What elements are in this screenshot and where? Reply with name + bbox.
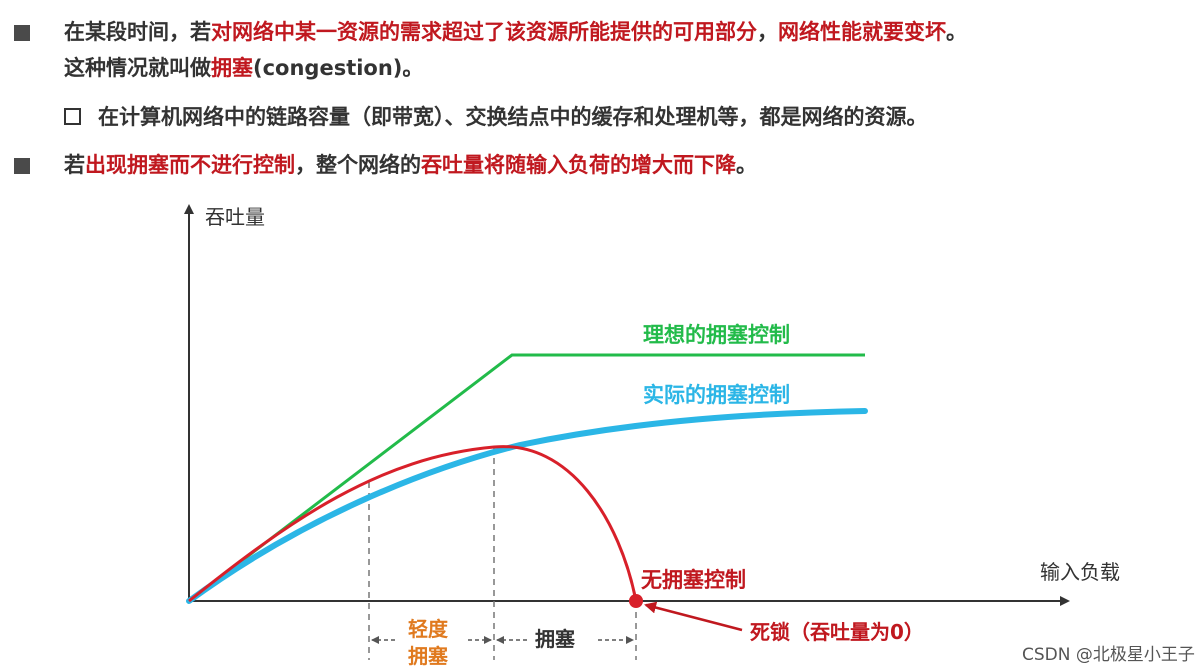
sub-bullet-text: 在计算机网络中的链路容量（即带宽）、交换结点中的缓存和处理机等，都是网络的资源。 — [98, 105, 928, 129]
congestion-range-label: 拥塞 — [535, 627, 576, 651]
bullet-2-text-e: 。 — [736, 153, 757, 177]
curve-none — [188, 445, 638, 603]
bullet-square-icon — [14, 25, 30, 41]
deadlock-label: 死锁（吞吐量为0） — [750, 620, 924, 644]
bullet-1-text-d: 网络性能就要变坏 — [778, 20, 946, 44]
watermark: CSDN @北极星小王子 — [1022, 645, 1195, 665]
curve-ideal-label: 理想的拥塞控制 — [643, 323, 790, 347]
light-congestion-label-2: 拥塞 — [408, 644, 449, 668]
bullet-1-line2-b: 拥塞 — [211, 56, 253, 80]
bullet-2-text-d: 吞吐量将随输入负荷的增大而下降 — [421, 153, 736, 177]
bullet-square-icon — [14, 158, 30, 174]
x-axis-label: 输入负载 — [1040, 560, 1120, 584]
bullet-1-line2-c: (congestion)。 — [253, 56, 424, 80]
bullet-2-text-b: 出现拥塞而不进行控制 — [85, 153, 295, 177]
bullet-1-text-c: ， — [757, 20, 778, 44]
curve-actual — [186, 408, 868, 604]
deadlock-arrow — [644, 601, 743, 632]
curve-none-label: 无拥塞控制 — [641, 568, 746, 592]
bullet-2-text-a: 若 — [64, 153, 85, 177]
bullet-1-text-e: 。 — [946, 20, 967, 44]
bullet-1-line2-a: 这种情况就叫做 — [64, 56, 211, 80]
light-congestion-label-1: 轻度 — [408, 617, 449, 641]
curve-actual-label: 实际的拥塞控制 — [643, 383, 790, 407]
bullet-1-text-b: 对网络中某一资源的需求超过了该资源所能提供的可用部分 — [211, 20, 757, 44]
sub-bullet-box-icon — [64, 108, 81, 125]
bullet-2-text-c: ，整个网络的 — [295, 153, 421, 177]
y-axis-label: 吞吐量 — [205, 205, 265, 229]
deadlock-point — [629, 594, 643, 608]
curve-ideal — [188, 353, 865, 603]
bullet-1-text-a: 在某段时间，若 — [64, 20, 211, 44]
